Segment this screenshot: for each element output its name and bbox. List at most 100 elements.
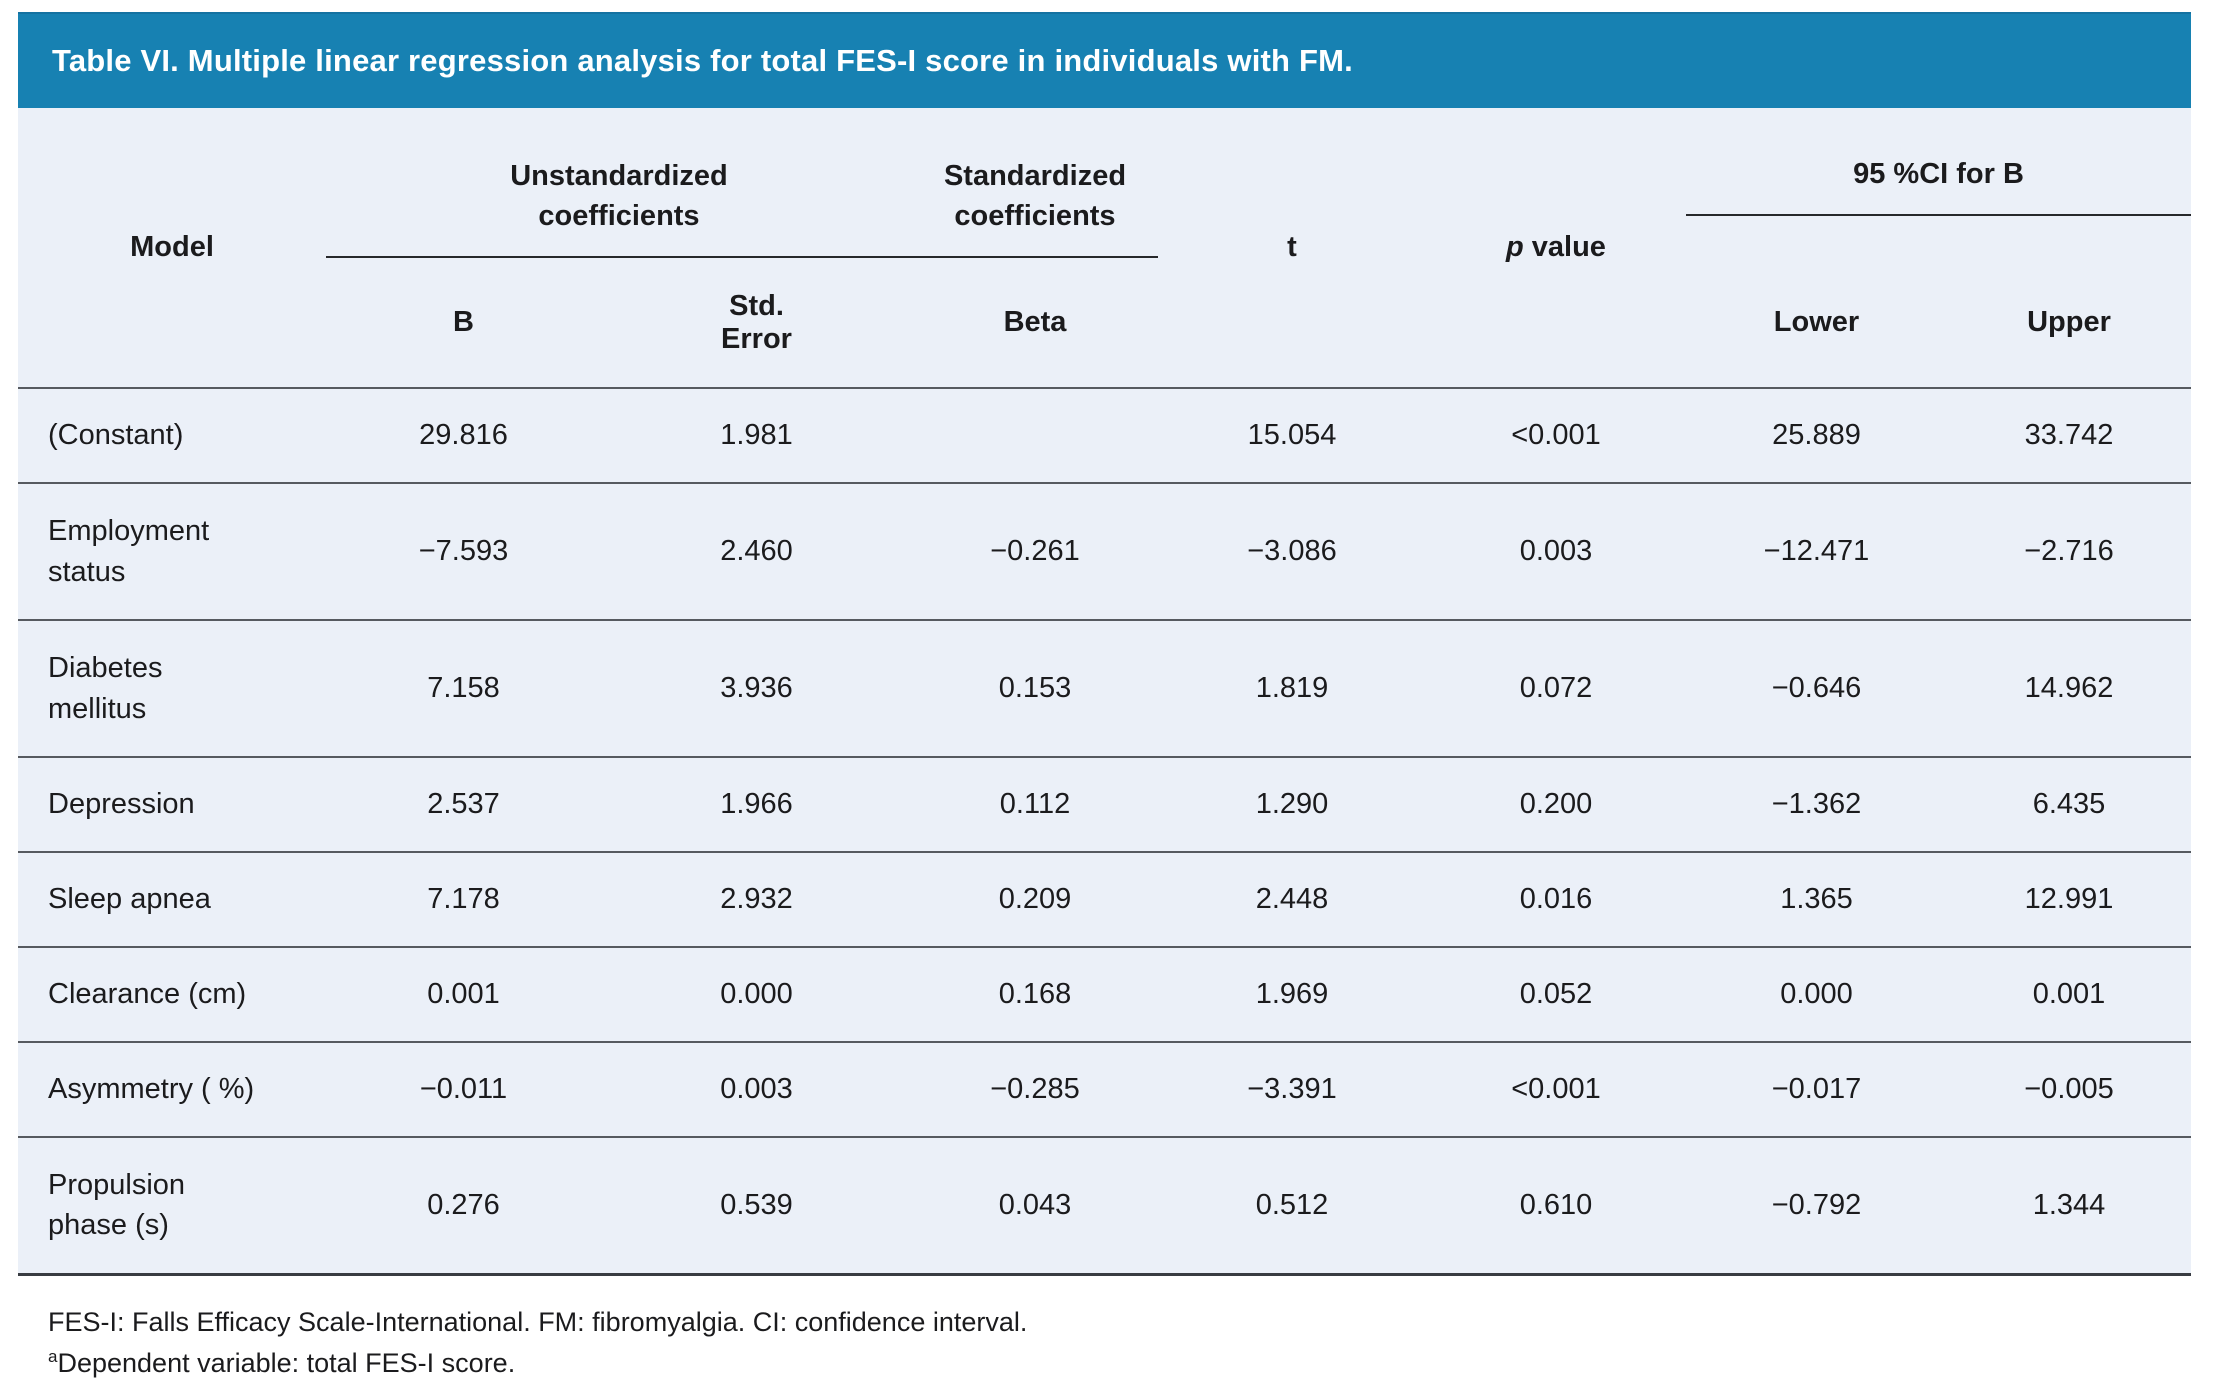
cell-std-error: 3.936 [601,619,912,757]
cell-model: Diabetes mellitus [18,619,326,757]
cell-t: 1.969 [1158,946,1426,1042]
footnotes: FES-I: Falls Efficacy Scale-Internationa… [18,1302,2191,1386]
p-value-label-p: p [1506,231,1524,263]
column-header-p-value: p value [1426,108,1686,388]
cell-upper: 33.742 [1947,387,2192,483]
cell-t: −3.086 [1158,482,1426,620]
cell-beta [912,387,1158,483]
ci-group-spacer [1686,216,2191,258]
column-header-model: Model [130,231,214,263]
table-row-propulsion-phase: Propulsion phase (s) 0.276 0.539 0.043 0… [18,1136,2192,1276]
cell-std-error: 0.539 [601,1136,912,1276]
column-header-t: t [1287,231,1297,263]
cell-p-value: 0.200 [1426,756,1686,852]
table-row-depression: Depression 2.537 1.966 0.112 1.290 0.200… [18,756,2192,852]
column-header-beta: Beta [1003,306,1067,338]
cell-std-error: 1.981 [601,387,912,483]
cell-lower: −12.471 [1686,482,1947,620]
cell-model: (Constant) [18,387,326,483]
cell-beta: 0.168 [912,946,1158,1042]
cell-beta: 0.112 [912,756,1158,852]
p-value-label-value: value [1531,231,1606,263]
cell-model: Clearance (cm) [18,946,326,1042]
column-group-unstandardized: Unstandardized coefficients [326,108,912,258]
standardized-group-label: Standardized coefficients [943,159,1127,232]
footnote-abbreviations: FES-I: Falls Efficacy Scale-Internationa… [48,1306,1028,1337]
cell-std-error: 2.460 [601,482,912,620]
table-figure: Table VI. Multiple linear regression ana… [18,12,2192,1386]
cell-p-value: 0.072 [1426,619,1686,757]
cell-std-error: 2.932 [601,851,912,947]
cell-lower: −1.362 [1686,756,1947,852]
table-row-clearance: Clearance (cm) 0.001 0.000 0.168 1.969 0… [18,946,2192,1042]
table-row-constant: (Constant) 29.816 1.981 15.054 <0.001 25… [18,387,2192,483]
table-body: (Constant) 29.816 1.981 15.054 <0.001 25… [18,387,2192,1276]
cell-lower: 1.365 [1686,851,1947,947]
cell-model: Propulsion phase (s) [18,1136,326,1276]
cell-lower: 25.889 [1686,387,1947,483]
cell-p-value: <0.001 [1426,387,1686,483]
table-row-diabetes-mellitus: Diabetes mellitus 7.158 3.936 0.153 1.81… [18,619,2192,757]
cell-beta: 0.209 [912,851,1158,947]
ci-group-label: 95 %CI for B [1853,157,2024,190]
cell-b: 29.816 [326,387,601,483]
cell-upper: −0.005 [1947,1041,2192,1137]
table-row-asymmetry: Asymmetry ( %) −0.011 0.003 −0.285 −3.39… [18,1041,2192,1137]
table-row-employment-status: Employment status −7.593 2.460 −0.261 −3… [18,482,2192,620]
cell-b: 7.158 [326,619,601,757]
cell-lower: −0.646 [1686,619,1947,757]
cell-p-value: 0.003 [1426,482,1686,620]
footnote-dependent-variable: aDependent variable: total FES-I score. [48,1343,2191,1385]
cell-std-error: 0.000 [601,946,912,1042]
cell-std-error: 0.003 [601,1041,912,1137]
table-header: Model Unstandardized coefficients Standa… [18,108,2192,388]
cell-beta: 0.153 [912,619,1158,757]
cell-p-value: 0.052 [1426,946,1686,1042]
column-header-std-error: Std. Error [721,289,792,355]
cell-t: 0.512 [1158,1136,1426,1276]
cell-b: −7.593 [326,482,601,620]
cell-beta: −0.261 [912,482,1158,620]
cell-b: 0.001 [326,946,601,1042]
cell-beta: −0.285 [912,1041,1158,1137]
cell-b: 2.537 [326,756,601,852]
column-group-standardized: Standardized coefficients [912,108,1158,258]
cell-t: 15.054 [1158,387,1426,483]
cell-lower: −0.792 [1686,1136,1947,1276]
ci-group-rule [1686,214,2192,216]
cell-b: −0.011 [326,1041,601,1137]
regression-table: Model Unstandardized coefficients Standa… [18,108,2192,1276]
cell-upper: 14.962 [1947,619,2192,757]
cell-b: 0.276 [326,1136,601,1276]
cell-lower: 0.000 [1686,946,1947,1042]
cell-upper: 12.991 [1947,851,2192,947]
column-header-b: B [453,306,474,338]
cell-p-value: 0.610 [1426,1136,1686,1276]
cell-p-value: 0.016 [1426,851,1686,947]
cell-beta: 0.043 [912,1136,1158,1276]
cell-t: 2.448 [1158,851,1426,947]
unstandardized-group-label: Unstandardized coefficients [510,159,728,232]
table-title-bar: Table VI. Multiple linear regression ana… [18,12,2191,108]
cell-lower: −0.017 [1686,1041,1947,1137]
standardized-group-rule [912,256,1158,258]
cell-model: Sleep apnea [18,851,326,947]
cell-model: Asymmetry ( %) [18,1041,326,1137]
column-header-upper: Upper [2027,306,2111,338]
table-row-sleep-apnea: Sleep apnea 7.178 2.932 0.209 2.448 0.01… [18,851,2192,947]
cell-upper: 6.435 [1947,756,2192,852]
cell-t: 1.290 [1158,756,1426,852]
cell-p-value: <0.001 [1426,1041,1686,1137]
footnote-dependent-text: Dependent variable: total FES-I score. [57,1348,516,1379]
table-title: Table VI. Multiple linear regression ana… [52,43,1353,78]
cell-std-error: 1.966 [601,756,912,852]
cell-t: 1.819 [1158,619,1426,757]
column-header-lower: Lower [1773,306,1860,338]
cell-upper: 0.001 [1947,946,2192,1042]
cell-model: Employment status [18,482,326,620]
footnote-superscript-a: a [48,1347,58,1367]
cell-upper: −2.716 [1947,482,2192,620]
column-group-ci: 95 %CI for B [1686,108,2192,258]
cell-t: −3.391 [1158,1041,1426,1137]
